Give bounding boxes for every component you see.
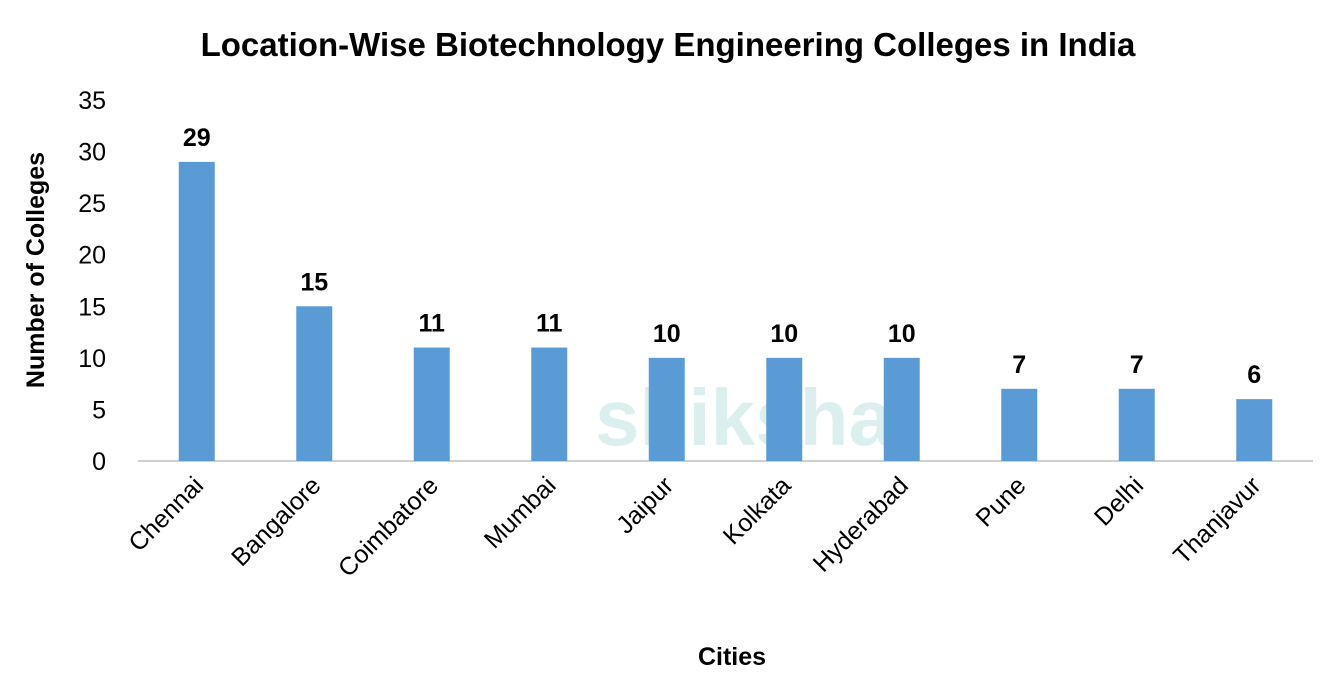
chart-title: Location-Wise Biotechnology Engineering … <box>201 26 1136 63</box>
y-axis: 0 5 10 15 20 25 30 35 <box>78 87 106 476</box>
data-label: 10 <box>770 320 798 348</box>
data-label: 15 <box>300 268 328 296</box>
x-axis: Chennai Bangalore Coimbatore Mumbai Jaipur Ko… <box>123 471 1266 582</box>
y-tick-label: 5 <box>92 396 106 424</box>
y-tick-label: 30 <box>78 139 106 167</box>
x-tick-label: Chennai <box>123 471 209 557</box>
data-label: 11 <box>419 310 446 338</box>
x-tick-label: Thanjavur <box>1168 471 1266 569</box>
data-label: 29 <box>183 124 211 152</box>
x-tick-label: Mumbai <box>479 471 562 554</box>
watermark: shiksha <box>595 373 893 462</box>
x-tick-label: Kolkata <box>718 471 797 550</box>
y-tick-label: 35 <box>78 87 106 115</box>
y-tick-label: 15 <box>78 293 106 321</box>
bars: 29 15 11 11 10 10 10 7 7 6 <box>178 124 1273 461</box>
bar-mumbai <box>531 347 568 461</box>
x-tick-label: Hyderabad <box>808 471 914 577</box>
x-tick-label: Coimbatore <box>333 471 444 582</box>
x-tick-label: Bangalore <box>226 471 326 571</box>
y-axis-title: Number of Colleges <box>22 152 50 388</box>
bar-chennai <box>178 161 215 461</box>
y-tick-label: 25 <box>78 190 106 218</box>
bar-pune <box>1001 388 1038 461</box>
data-label: 7 <box>1130 351 1144 379</box>
bar-thanjavur <box>1236 399 1273 461</box>
bar-coimbatore <box>413 347 450 461</box>
bar-bangalore <box>296 306 333 461</box>
bar-delhi <box>1118 388 1155 461</box>
data-label: 6 <box>1247 361 1261 389</box>
y-tick-label: 10 <box>78 345 106 373</box>
bar-kolkata <box>766 357 803 461</box>
data-label: 7 <box>1012 351 1026 379</box>
x-tick-label: Delhi <box>1089 471 1149 531</box>
y-tick-label: 20 <box>78 242 106 270</box>
data-label: 11 <box>536 310 563 338</box>
x-tick-label: Jaipur <box>611 471 679 539</box>
x-tick-label: Pune <box>970 471 1031 532</box>
data-label: 10 <box>653 320 681 348</box>
x-axis-title: Cities <box>698 643 766 671</box>
bar-hyderabad <box>883 357 920 461</box>
bar-jaipur <box>648 357 685 461</box>
data-label: 10 <box>888 320 916 348</box>
y-tick-label: 0 <box>92 448 106 476</box>
